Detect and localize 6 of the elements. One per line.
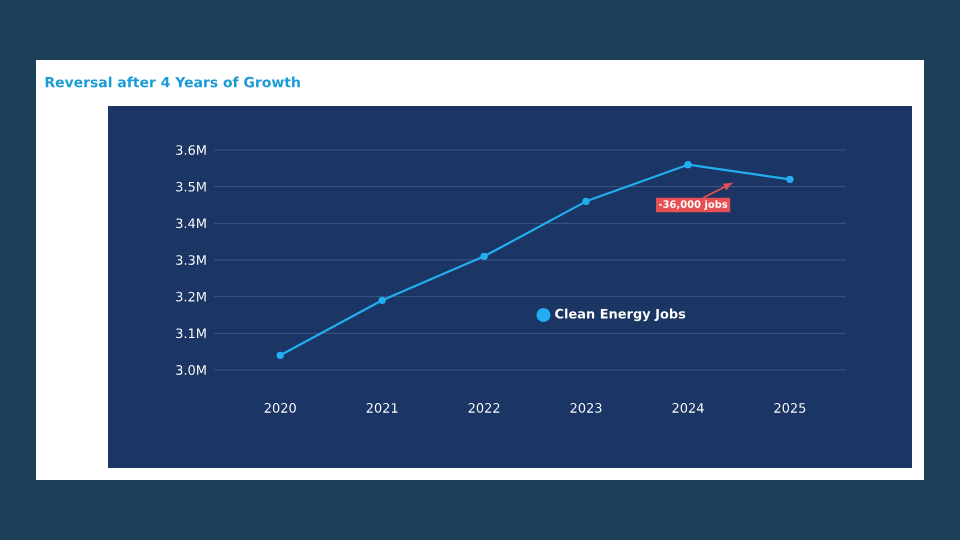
point [378,296,386,305]
point [582,197,590,206]
point [684,160,692,169]
point [480,252,488,261]
point [276,351,284,360]
point [786,175,794,184]
